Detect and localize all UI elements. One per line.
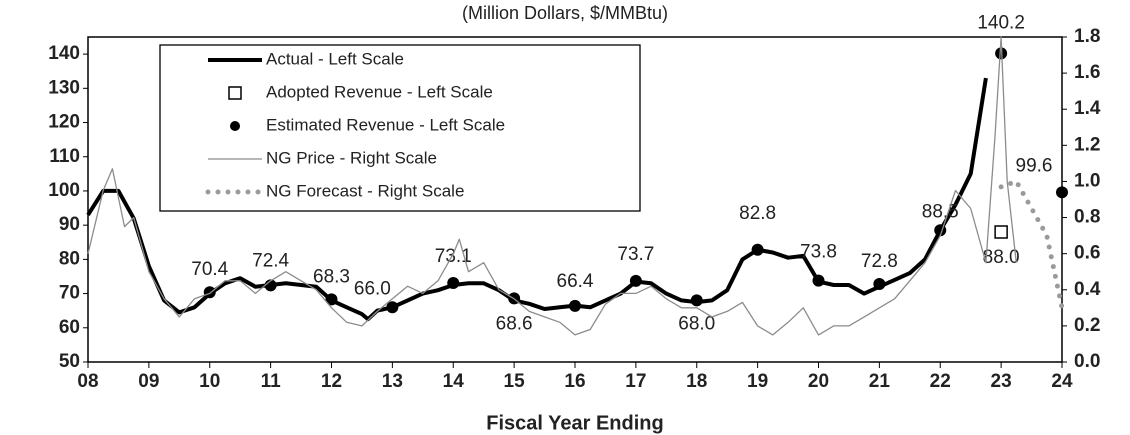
- y-tick-label: 50: [59, 351, 80, 372]
- y2-tick-label: 1.4: [1074, 98, 1101, 119]
- estimated-marker: [569, 299, 581, 312]
- x-tick-label: 13: [382, 371, 403, 392]
- x-tick-label: 10: [199, 371, 220, 392]
- y2-tick-label: 0.2: [1074, 315, 1100, 336]
- data-label: 72.8: [861, 251, 898, 272]
- y2-tick-label: 0.4: [1074, 279, 1101, 300]
- data-label: 66.4: [557, 271, 594, 292]
- data-label: 68.0: [678, 313, 715, 334]
- legend-label: Actual - Left Scale: [266, 49, 404, 68]
- ng-line: [87, 36, 1017, 336]
- data-label: 68.3: [313, 266, 350, 287]
- x-tick-label: 22: [930, 371, 951, 392]
- y-tick-label: 90: [59, 214, 80, 235]
- x-tick-label: 09: [138, 371, 159, 392]
- x-tick-label: 08: [77, 371, 98, 392]
- x-tick-label: 19: [747, 371, 768, 392]
- data-label: 140.2: [977, 12, 1025, 33]
- x-tick-label: 24: [1051, 371, 1073, 392]
- x-tick-label: 14: [443, 371, 465, 392]
- x-tick-label: 18: [686, 371, 707, 392]
- estimated-marker: [690, 294, 703, 307]
- y-tick-label: 80: [59, 248, 80, 269]
- data-label: 72.4: [252, 250, 289, 271]
- x-tick-label: 15: [504, 371, 526, 392]
- actual-line: [86, 77, 988, 322]
- y2-tick-label: 1.8: [1074, 26, 1100, 47]
- legend-swatch: [228, 86, 242, 100]
- y-tick-label: 110: [49, 146, 80, 167]
- legend-label: Adopted Revenue - Left Scale: [266, 82, 493, 101]
- data-label: 88.5: [922, 201, 959, 222]
- estimated-marker: [873, 278, 886, 290]
- legend-swatch: [230, 121, 240, 131]
- data-label: 88.0: [983, 247, 1020, 268]
- data-label: 68.6: [496, 313, 533, 334]
- y2-tick-label: 1.2: [1074, 134, 1100, 155]
- y2-tick-label: 0.6: [1074, 243, 1100, 264]
- x-tick-label: 23: [991, 371, 1012, 392]
- estimated-marker: [751, 243, 764, 256]
- data-label: 66.0: [354, 278, 391, 299]
- estimated-marker: [325, 293, 338, 306]
- y-tick-label: 100: [48, 180, 80, 201]
- y-tick-label: 140: [48, 43, 80, 64]
- y-tick-label: 70: [59, 283, 80, 304]
- y-tick-label: 60: [59, 317, 80, 338]
- estimated-marker: [1056, 186, 1068, 199]
- legend-box: [159, 44, 641, 212]
- y2-tick-label: 1.6: [1074, 62, 1100, 83]
- x-tick-label: 20: [808, 371, 829, 392]
- legend-label: Estimated Revenue - Left Scale: [266, 115, 505, 134]
- x-tick-label: 21: [869, 371, 891, 392]
- x-tick-label: 12: [321, 371, 342, 392]
- y2-tick-label: 0.0: [1074, 351, 1100, 372]
- x-tick-label: 11: [261, 371, 282, 392]
- y2-tick-label: 0.8: [1074, 207, 1100, 228]
- data-label: 82.8: [739, 203, 776, 224]
- estimated-marker: [386, 301, 399, 314]
- chart-subtitle: (Million Dollars, $/MMBtu): [462, 3, 668, 23]
- estimated-marker: [447, 276, 460, 289]
- data-label: 70.4: [191, 259, 228, 280]
- y-tick-label: 120: [48, 112, 80, 133]
- estimated-marker: [812, 274, 825, 287]
- data-label: 73.7: [617, 244, 654, 265]
- estimated-marker: [203, 286, 216, 299]
- ng-line: [998, 178, 1065, 311]
- x-tick-label: 17: [625, 371, 646, 392]
- data-label: 99.6: [1016, 155, 1053, 176]
- estimated-marker: [629, 274, 642, 287]
- estimated-marker: [995, 47, 1008, 60]
- estimated-marker: [264, 279, 277, 292]
- legend-label: NG Price - Right Scale: [266, 148, 437, 167]
- legend-label: NG Forecast - Right Scale: [266, 181, 464, 200]
- x-axis-label: Fiscal Year Ending: [486, 412, 663, 434]
- adopted-marker: [994, 225, 1008, 239]
- y-tick-label: 130: [48, 77, 80, 98]
- x-tick-label: 16: [564, 371, 585, 392]
- data-label: 73.8: [800, 242, 837, 263]
- y2-tick-label: 1.0: [1074, 170, 1100, 191]
